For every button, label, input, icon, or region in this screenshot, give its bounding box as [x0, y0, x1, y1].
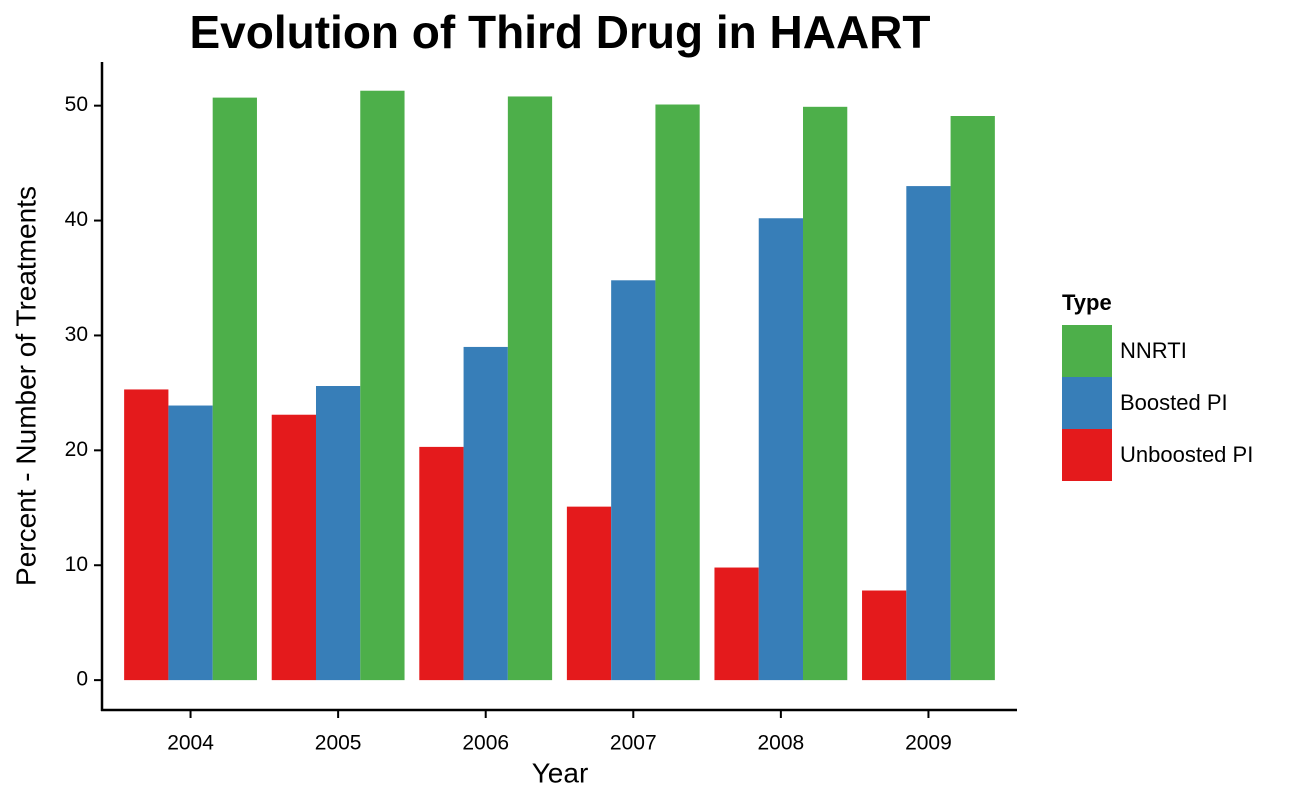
y-tick-label: 50 — [65, 93, 88, 116]
legend-swatch — [1062, 377, 1112, 429]
bar — [906, 186, 951, 681]
y-tick-label: 0 — [76, 668, 88, 691]
y-tick-label: 40 — [65, 208, 88, 231]
bar — [419, 446, 464, 681]
bar — [212, 97, 257, 681]
chart-title: Evolution of Third Drug in HAART — [189, 6, 930, 58]
bar — [124, 389, 169, 681]
bar — [271, 414, 316, 681]
bar — [566, 506, 612, 681]
x-tick-label: 2007 — [610, 732, 657, 755]
bar — [655, 104, 700, 681]
bar — [168, 405, 213, 681]
legend-label: Boosted PI — [1120, 390, 1228, 415]
y-axis-title: Percent - Number of Treatments — [10, 186, 41, 586]
bar — [950, 116, 995, 681]
x-axis-title: Year — [532, 757, 589, 788]
bar — [463, 346, 508, 681]
x-tick-label: 2004 — [167, 732, 214, 755]
legend-label: Unboosted PI — [1120, 442, 1253, 467]
y-tick-label: 10 — [65, 553, 88, 576]
bar — [862, 590, 907, 681]
bar — [758, 218, 804, 681]
x-tick-label: 2008 — [758, 732, 805, 755]
legend-label: NNRTI — [1120, 338, 1187, 363]
bar — [714, 567, 759, 681]
x-tick-label: 2005 — [315, 732, 362, 755]
legend-swatch — [1062, 429, 1112, 481]
bar — [360, 90, 405, 681]
y-tick-label: 20 — [65, 438, 88, 461]
x-tick-label: 2006 — [462, 732, 509, 755]
x-tick-label: 2009 — [905, 732, 952, 755]
legend-title: Type — [1062, 290, 1112, 315]
y-tick-label: 30 — [65, 323, 88, 346]
bar — [507, 96, 553, 681]
legend-swatch — [1062, 325, 1112, 377]
bar — [611, 280, 656, 681]
bar — [803, 106, 848, 681]
bar — [315, 386, 361, 681]
